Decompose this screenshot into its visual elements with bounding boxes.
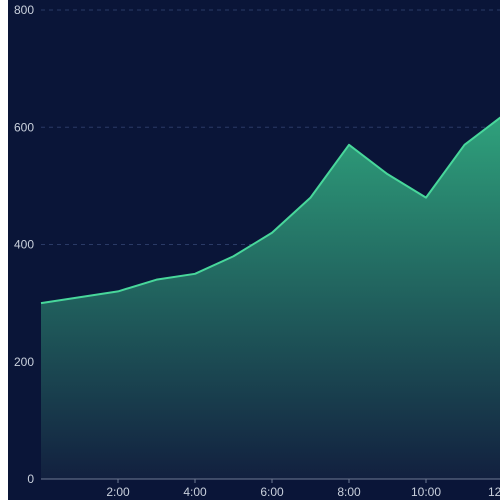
y-tick-label-600: 600 — [14, 120, 34, 134]
x-tick-label-8:00: 8:00 — [337, 485, 361, 499]
data-point-0:00 — [40, 302, 43, 305]
data-point-1:00 — [78, 296, 81, 299]
data-point-4:00 — [194, 272, 197, 275]
data-point-3:00 — [155, 278, 158, 281]
data-point-11:00 — [463, 143, 466, 146]
y-axis-ticks: 0 200 400 600 800 — [14, 3, 34, 486]
y-tick-label-0: 0 — [27, 472, 34, 486]
y-tick-label-800: 800 — [14, 3, 34, 17]
data-point-9:00 — [386, 173, 389, 176]
x-tick-label-2:00: 2:00 — [106, 485, 130, 499]
x-tick-label-4:00: 4:00 — [183, 485, 207, 499]
area-fill — [41, 117, 500, 479]
data-point-10:00 — [425, 196, 428, 199]
data-point-6:00 — [271, 231, 274, 234]
area-series — [40, 116, 500, 479]
left-edge-strip — [0, 0, 8, 500]
x-tick-label-10:00: 10:00 — [411, 485, 441, 499]
data-point-2:00 — [117, 290, 120, 293]
data-point-7:00 — [309, 196, 312, 199]
data-point-5:00 — [232, 255, 235, 258]
y-tick-label-200: 200 — [14, 355, 34, 369]
x-tick-label-6:00: 6:00 — [260, 485, 284, 499]
series-line — [40, 116, 500, 305]
data-point-8:00 — [348, 143, 351, 146]
y-tick-label-400: 400 — [14, 238, 34, 252]
x-axis-ticks: 2:00 4:00 6:00 8:00 10:00 12:00 — [106, 479, 500, 499]
x-tick-label-12:00: 12:00 — [488, 485, 500, 499]
